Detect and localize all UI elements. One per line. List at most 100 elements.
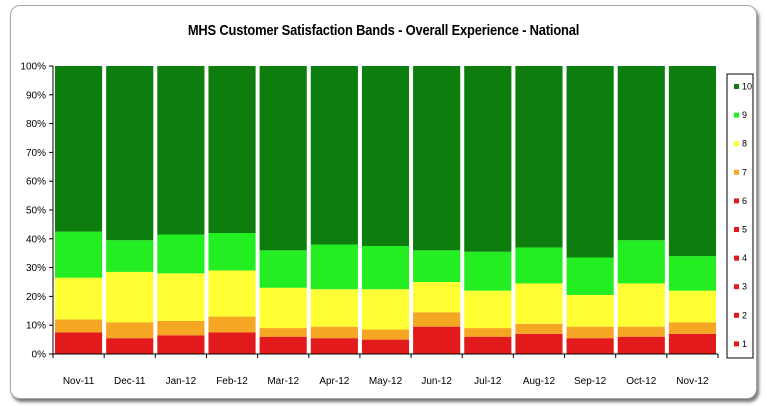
bar-stack-aug-12 [515, 66, 563, 354]
legend-entry-5: 5 [734, 225, 747, 235]
bar-segment-band-8 [361, 289, 410, 330]
legend-entry-8: 8 [734, 139, 747, 149]
bar-segment-band-9 [310, 244, 358, 290]
legend-entry-9: 9 [734, 110, 747, 120]
x-tick-label: May-12 [369, 376, 403, 387]
bar-segment-band-7 [55, 319, 103, 333]
legend-swatch [734, 169, 739, 175]
bar-segment-band-9 [464, 251, 512, 291]
bar-stack-oct-12 [617, 66, 665, 354]
bar-segment-band-8 [106, 271, 154, 323]
legend-entry-1: 1 [734, 339, 747, 349]
legend-label: 4 [742, 253, 747, 263]
x-tick-label: Jan-12 [166, 376, 197, 387]
bar-segment-band-8 [208, 270, 256, 317]
bar-segment-band-10 [515, 66, 563, 248]
bar-segment-band-1 [310, 338, 358, 354]
bar-segment-band-1 [617, 336, 665, 354]
y-tick-label: 60% [26, 177, 46, 188]
legend-entry-6: 6 [734, 196, 747, 206]
bar-segment-band-7 [106, 322, 154, 339]
bar-stack-sep-12 [566, 66, 614, 354]
bar-segment-band-9 [515, 247, 563, 284]
bar-segment-band-8 [668, 290, 716, 323]
legend-swatch [734, 255, 739, 261]
bar-stack-mar-12 [259, 66, 307, 354]
legend-entry-7: 7 [734, 167, 747, 177]
bar-segment-band-8 [55, 277, 103, 320]
bar-segment-band-7 [208, 316, 256, 333]
legend-label: 6 [742, 196, 747, 206]
bar-segment-band-1 [106, 338, 154, 354]
legend-swatch [734, 227, 739, 232]
bar-stack-nov-12 [668, 66, 716, 354]
x-tick-label: Jun-12 [421, 376, 452, 387]
bar-segment-band-8 [515, 283, 563, 324]
legend-label: 8 [742, 139, 747, 149]
legend-swatch [734, 112, 739, 118]
x-tick-label: Dec-11 [114, 376, 146, 387]
bar-segment-band-1 [208, 332, 256, 354]
y-tick-label: 30% [26, 263, 46, 274]
x-tick-label: Nov-11 [63, 376, 95, 387]
bar-stack-jul-12 [464, 66, 512, 354]
y-tick-label: 90% [26, 90, 46, 101]
bar-segment-band-9 [157, 234, 205, 274]
bars-group [55, 66, 716, 354]
bar-segment-band-7 [515, 323, 563, 334]
bar-segment-band-8 [464, 290, 512, 329]
bar-segment-band-10 [259, 66, 307, 251]
legend-swatch [734, 198, 739, 204]
y-tick-label: 100% [20, 62, 46, 73]
bar-segment-band-10 [413, 66, 461, 251]
legend-swatch [734, 341, 739, 347]
bar-stack-apr-12 [310, 66, 358, 354]
bar-segment-band-9 [566, 257, 614, 295]
bar-segment-band-7 [310, 326, 358, 339]
bar-segment-band-10 [106, 66, 154, 241]
bar-segment-band-7 [566, 326, 614, 339]
legend-label: 3 [742, 282, 747, 292]
bar-segment-band-10 [208, 66, 256, 234]
bar-stack-may-12 [361, 66, 410, 354]
bar-segment-band-9 [259, 250, 307, 288]
x-tick-label: Nov-12 [676, 376, 709, 387]
bar-segment-band-10 [617, 66, 665, 241]
y-axis: 0% 10% 20% 30% 40% 50% 60% 70% 80% 90% 100% [20, 62, 54, 361]
bar-segment-band-1 [566, 338, 614, 354]
bar-segment-band-8 [259, 287, 307, 329]
bar-segment-band-9 [55, 231, 103, 278]
x-tick-label: Jul-12 [474, 376, 502, 387]
bar-segment-band-1 [259, 336, 307, 354]
bar-segment-band-9 [413, 250, 461, 282]
x-tick-label: Sep-12 [574, 376, 607, 387]
chart-title: MHS Customer Satisfaction Bands - Overal… [187, 22, 580, 39]
legend-swatch [734, 84, 739, 89]
legend-entry-2: 2 [734, 310, 747, 320]
bar-segment-band-10 [668, 66, 716, 257]
x-tick-label: Mar-12 [267, 376, 299, 387]
bar-segment-band-8 [310, 289, 358, 327]
legend-label: 2 [742, 310, 747, 320]
bar-segment-band-8 [566, 294, 614, 327]
bar-segment-band-7 [361, 329, 410, 340]
bar-segment-band-9 [208, 233, 256, 271]
bar-stack-jun-12 [413, 66, 461, 354]
legend-entry-3: 3 [734, 282, 747, 292]
legend-swatch [734, 312, 739, 318]
legend-swatch [734, 284, 739, 290]
bar-segment-band-9 [668, 256, 716, 291]
bar-stack-feb-12 [208, 66, 256, 354]
legend-box [726, 73, 754, 359]
bar-segment-band-1 [464, 336, 512, 354]
bar-segment-band-7 [413, 312, 461, 327]
legend-label: 9 [742, 110, 747, 120]
y-tick-label: 80% [26, 119, 46, 130]
x-tick-label: Apr-12 [319, 376, 349, 387]
y-tick-label: 0% [32, 350, 47, 361]
bar-segment-band-10 [566, 66, 614, 258]
bar-segment-band-8 [413, 282, 461, 313]
bar-segment-band-1 [55, 332, 103, 354]
legend-label: 7 [742, 167, 747, 177]
